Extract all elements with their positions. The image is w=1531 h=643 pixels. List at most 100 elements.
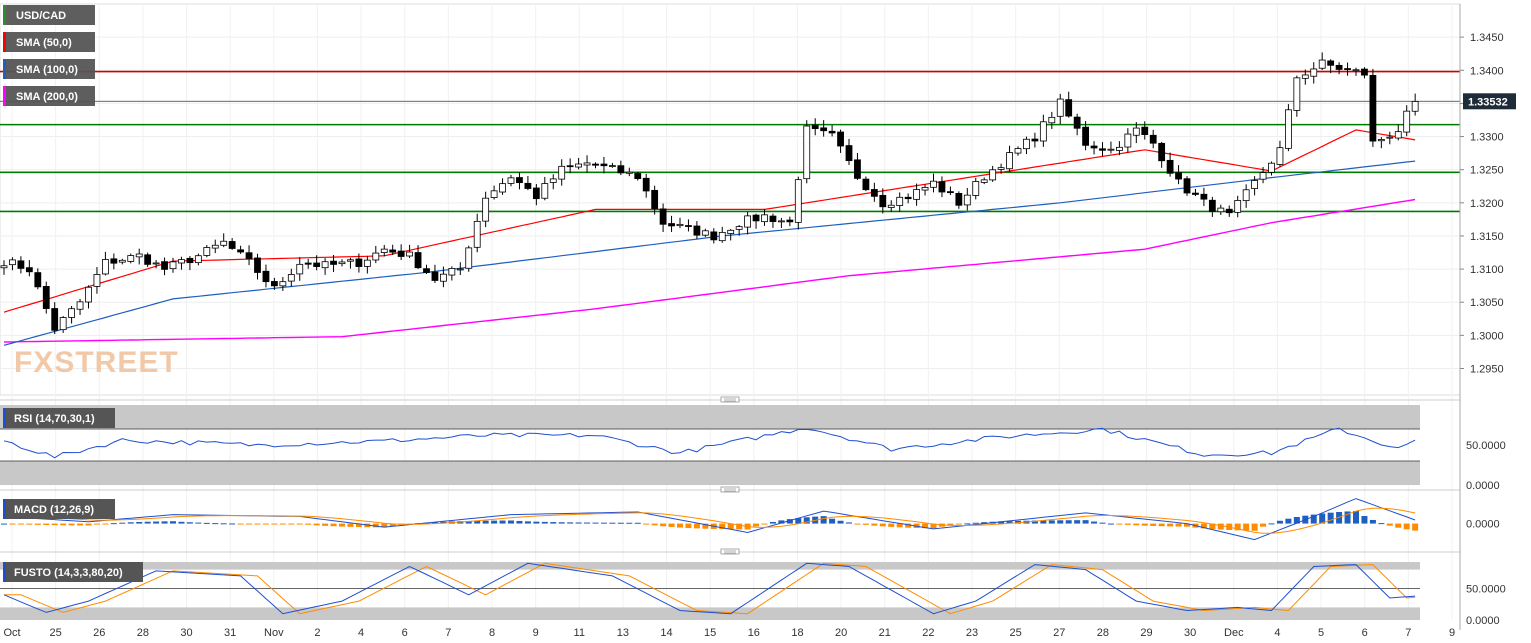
macd-histogram-bar (9, 523, 16, 525)
macd-histogram-bar (558, 522, 565, 524)
indicator-legend-pill (3, 408, 115, 428)
legend-swatch (3, 86, 6, 106)
candle-body (245, 252, 253, 260)
macd-histogram-bar (1158, 523, 1165, 527)
candle-body (1200, 193, 1208, 200)
macd-histogram-bar (17, 523, 24, 525)
macd-histogram-bar (660, 523, 667, 527)
candle-body (406, 251, 414, 257)
macd-histogram-bar (60, 523, 67, 526)
macd-histogram-bar (1133, 523, 1140, 526)
macd-histogram-bar (1268, 523, 1275, 525)
panel-resize-handle (720, 548, 740, 555)
candle-body (499, 183, 506, 193)
candle-body (1192, 192, 1199, 195)
time-tick-label: 30 (180, 627, 192, 639)
macd-histogram-bar (1353, 511, 1359, 524)
candle-body (482, 197, 490, 222)
price-tick-label: 1.3150 (1470, 231, 1504, 243)
macd-histogram-bar (719, 523, 726, 530)
rsi-line (3, 427, 1416, 459)
candle-body (1082, 126, 1089, 146)
macd-histogram-bar (1395, 523, 1402, 528)
candle-body (752, 214, 760, 222)
macd-histogram-bar (516, 520, 523, 524)
candle-body (169, 261, 177, 270)
candle-body (516, 177, 523, 184)
legend-swatch (3, 5, 6, 25)
macd-histogram-bar (102, 523, 109, 525)
candle-body (989, 169, 997, 181)
time-tick-label: 31 (224, 627, 236, 639)
candle-body (1285, 109, 1292, 149)
macd-histogram-bar (803, 517, 810, 524)
time-tick-label: 22 (922, 627, 934, 639)
macd-histogram-bar (786, 519, 793, 524)
macd-histogram-bar (626, 522, 633, 524)
macd-histogram-bar (1116, 523, 1123, 525)
candle-body (786, 219, 794, 223)
time-tick-label: 26 (93, 627, 105, 639)
candle-body (270, 281, 278, 287)
candle-body (93, 274, 101, 287)
time-tick-label: Oct (3, 627, 20, 639)
macd-histogram-bar (685, 523, 692, 529)
macd-histogram-bar (617, 522, 624, 524)
candle-body (1023, 138, 1030, 150)
candle-body (896, 196, 904, 206)
candle-body (414, 252, 422, 269)
time-tick-label: 9 (533, 627, 539, 639)
macd-histogram-bar (186, 522, 193, 524)
candle-body (794, 179, 802, 223)
macd-histogram-bar (26, 523, 33, 525)
time-tick-label: 11 (574, 627, 585, 639)
macd-histogram-bar (998, 521, 1005, 524)
macd-histogram-bar (541, 521, 548, 524)
time-tick-label: 27 (1053, 627, 1065, 639)
candle-body (1149, 134, 1157, 144)
macd-histogram-bar (499, 520, 506, 524)
candle-body (203, 247, 211, 256)
candle-body (465, 247, 473, 269)
candle-body (144, 254, 152, 265)
price-tick-label: 1.3100 (1470, 264, 1504, 276)
candle-body (42, 286, 50, 309)
candle-body (1065, 99, 1073, 117)
macd-histogram-bar (702, 523, 709, 529)
panel-resize-handle (720, 486, 740, 493)
candle-body (1039, 121, 1047, 142)
candle-body (1031, 138, 1039, 142)
candle-body (228, 241, 236, 249)
macd-histogram-bar (820, 516, 827, 524)
time-tick-label: 28 (1097, 627, 1109, 639)
time-tick-label: 2 (314, 627, 320, 639)
time-tick-label: 15 (704, 627, 716, 639)
macd-histogram-bar (296, 523, 303, 525)
candle-body (25, 267, 33, 273)
macd-histogram-bar (212, 523, 219, 525)
macd-histogram-bar (1361, 515, 1368, 524)
fusto-k-line (3, 562, 1416, 615)
candle-body (1166, 159, 1174, 174)
macd-histogram-bar (905, 523, 912, 528)
candle-body (761, 214, 768, 223)
macd-histogram-bar (1310, 514, 1317, 524)
macd-histogram-bar (279, 523, 286, 525)
macd-histogram-bar (829, 518, 836, 524)
macd-histogram-bar (600, 522, 607, 524)
candle-body (887, 204, 895, 208)
candle-body (870, 189, 878, 197)
macd-histogram-bar (330, 523, 337, 527)
time-tick-label: Nov (264, 627, 284, 639)
candle-body (1234, 200, 1242, 213)
candle-body (727, 229, 735, 234)
candle-body (583, 162, 591, 166)
candle-body (930, 180, 937, 188)
macd-panel (1, 498, 1419, 541)
candle-body (1132, 127, 1140, 136)
candle-body (845, 145, 853, 162)
macd-histogram-bar (68, 523, 75, 526)
macd-histogram-bar (1251, 523, 1258, 531)
candle-body (1217, 207, 1225, 213)
macd-histogram-bar (693, 523, 700, 529)
